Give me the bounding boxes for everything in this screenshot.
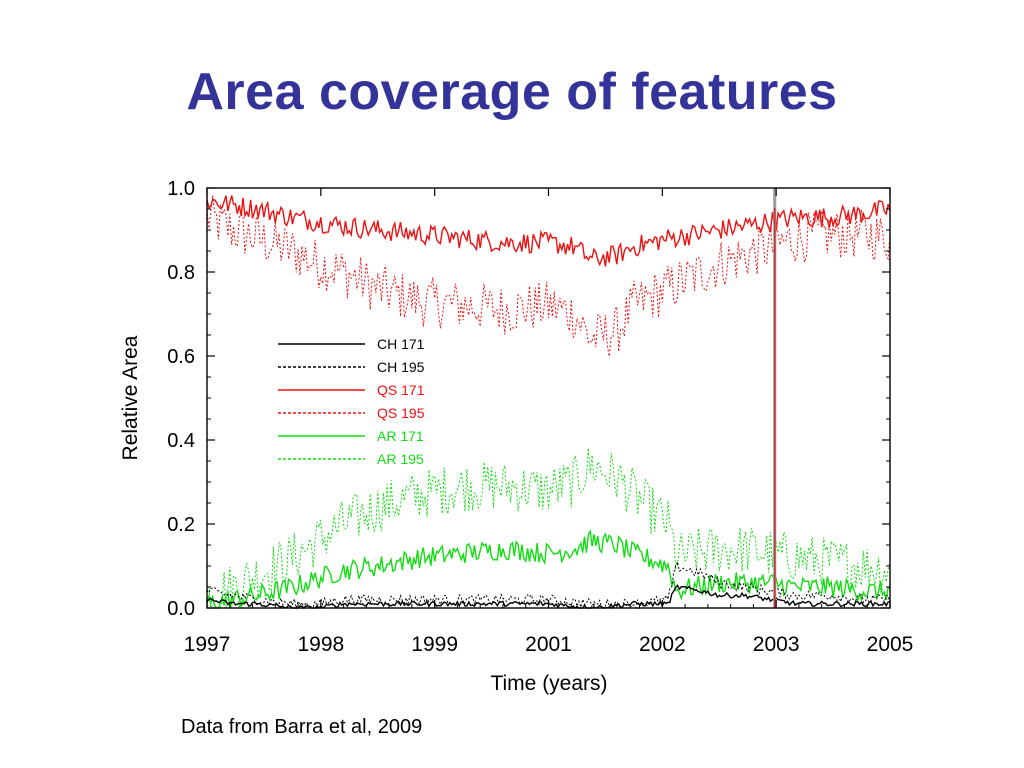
legend-label: AR 171: [377, 428, 424, 444]
x-tick-label: 2003: [753, 633, 800, 656]
slide-title: Area coverage of features: [186, 63, 838, 121]
x-tick-label: 2002: [639, 633, 686, 656]
y-tick-label: 0.2: [167, 514, 195, 536]
y-tick-label: 0.8: [167, 262, 195, 284]
x-tick-label: 1997: [184, 633, 231, 656]
series-line-ar-171: [206, 528, 891, 609]
y-tick-label: 1.0: [167, 178, 195, 200]
series-line-qs-195: [206, 195, 891, 357]
y-tick-label: 0.6: [167, 346, 195, 368]
legend-label: CH 195: [377, 359, 425, 375]
x-tick-label: 1999: [411, 633, 458, 656]
legend-label: AR 195: [377, 451, 424, 467]
legend-label: QS 195: [377, 405, 425, 421]
x-axis-label: Time (years): [490, 672, 607, 695]
y-tick-label: 0.4: [167, 430, 195, 452]
y-tick-label: 0.0: [167, 598, 195, 620]
relative-area-chart: 0.0 0.2 0.4 0.6 0.8 1.0 1997 1998 1999 2001 2002 20…: [119, 178, 914, 695]
data-credit: Data from Barra et al, 2009: [181, 716, 423, 738]
legend-label: CH 171: [377, 336, 425, 352]
y-axis-label: Relative Area: [119, 335, 142, 460]
legend: CH 171 CH 195 QS 171 QS 195 AR 171 AR 195: [278, 336, 425, 467]
legend-label: QS 171: [377, 382, 425, 398]
x-tick-label: 2005: [867, 633, 914, 656]
x-tick-label: 1998: [297, 633, 344, 656]
series-line-qs-171: [206, 195, 891, 267]
x-tick-label: 2001: [525, 633, 572, 656]
